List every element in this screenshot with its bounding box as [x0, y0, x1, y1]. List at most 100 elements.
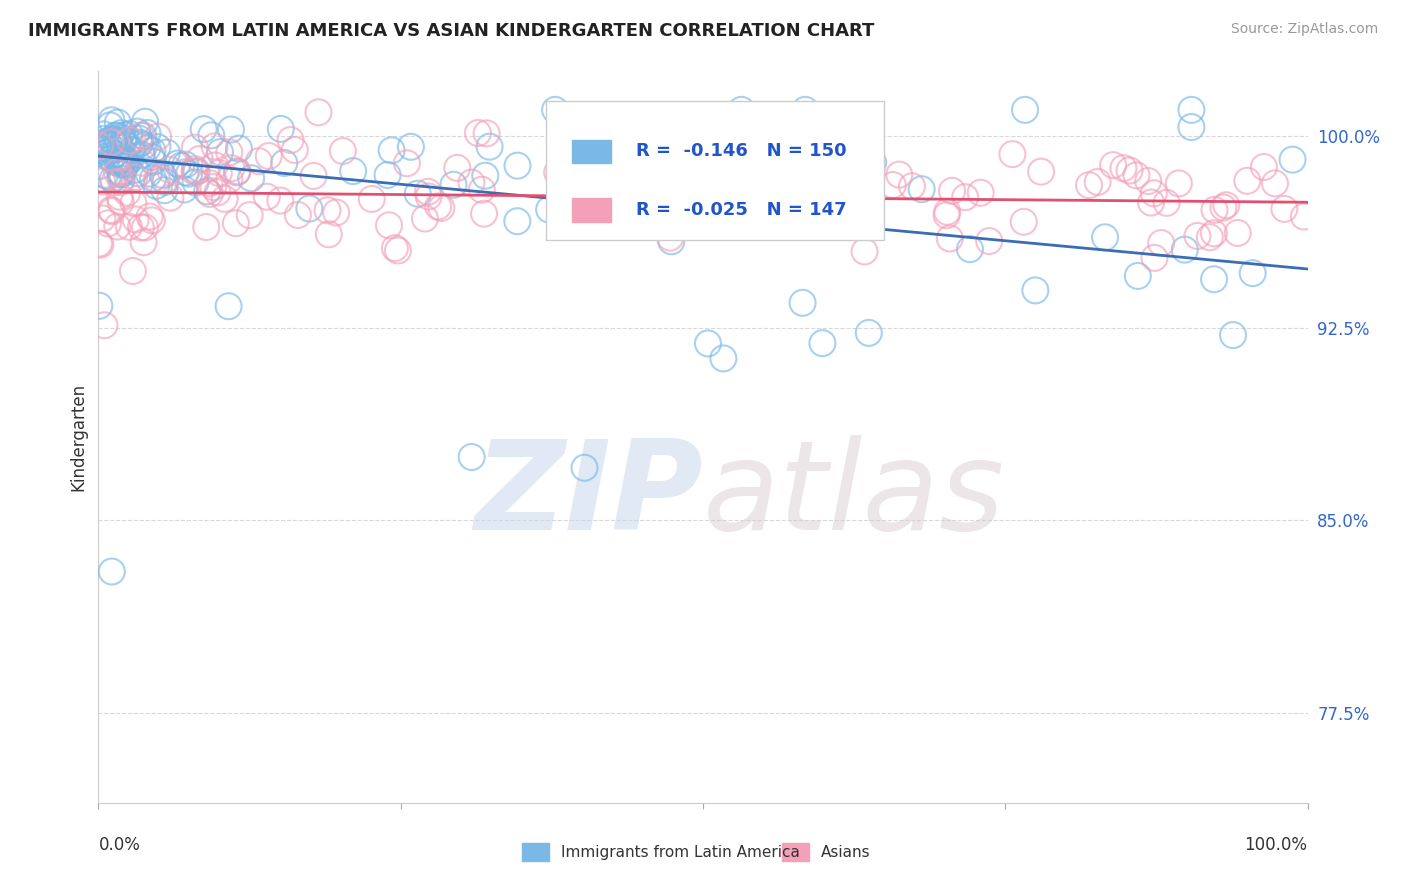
Point	[177, 167, 200, 181]
Point	[195, 220, 218, 235]
Point	[901, 179, 924, 194]
Point	[110, 175, 132, 189]
Point	[108, 190, 131, 204]
Point	[574, 169, 596, 183]
Point	[1174, 243, 1197, 257]
Point	[1014, 103, 1036, 117]
Bar	[782, 843, 808, 862]
Point	[793, 170, 815, 185]
Point	[785, 206, 807, 220]
Point	[110, 126, 132, 140]
Point	[153, 183, 176, 197]
Point	[221, 161, 243, 176]
Point	[122, 264, 145, 278]
Point	[782, 174, 804, 188]
Point	[460, 176, 482, 190]
Point	[100, 113, 122, 128]
Point	[1156, 195, 1178, 210]
Point	[413, 211, 436, 226]
Point	[146, 140, 169, 154]
Point	[87, 139, 110, 153]
Y-axis label: Kindergarten: Kindergarten	[69, 383, 87, 491]
Point	[97, 169, 120, 184]
Point	[94, 136, 117, 150]
Point	[101, 172, 124, 186]
Point	[155, 173, 177, 187]
Point	[395, 156, 418, 170]
Point	[214, 192, 236, 206]
FancyBboxPatch shape	[546, 101, 884, 240]
Point	[506, 159, 529, 173]
Point	[813, 145, 835, 160]
Point	[110, 165, 132, 179]
Point	[474, 169, 496, 183]
Point	[195, 184, 218, 198]
Point	[173, 182, 195, 196]
Point	[93, 128, 115, 142]
Point	[280, 133, 302, 147]
Point	[1222, 328, 1244, 343]
Point	[1125, 169, 1147, 183]
Text: R =  -0.146   N = 150: R = -0.146 N = 150	[637, 143, 848, 161]
Point	[110, 158, 132, 172]
Point	[730, 103, 752, 117]
Point	[941, 184, 963, 198]
Text: Asians: Asians	[821, 845, 870, 860]
Point	[1167, 177, 1189, 191]
Point	[94, 168, 117, 182]
Point	[794, 103, 817, 117]
Point	[841, 194, 863, 208]
Point	[200, 128, 222, 143]
Point	[665, 185, 688, 199]
Point	[183, 165, 205, 179]
Point	[828, 169, 851, 184]
Bar	[522, 843, 548, 862]
Point	[121, 143, 143, 157]
Point	[226, 164, 249, 178]
Point	[110, 152, 132, 166]
Point	[104, 128, 127, 143]
Point	[101, 204, 124, 219]
Point	[129, 136, 152, 150]
Point	[111, 156, 134, 170]
Point	[1272, 202, 1295, 216]
Point	[377, 168, 399, 182]
Point	[107, 155, 129, 169]
Point	[699, 218, 721, 232]
Point	[427, 200, 450, 214]
Point	[538, 202, 561, 217]
Point	[360, 192, 382, 206]
Point	[142, 171, 165, 186]
Point	[208, 166, 231, 180]
Point	[159, 191, 181, 205]
Point	[882, 178, 904, 192]
Point	[658, 136, 681, 151]
Point	[443, 178, 465, 192]
Point	[1102, 158, 1125, 172]
Point	[318, 227, 340, 242]
Point	[910, 182, 932, 196]
Point	[228, 142, 250, 156]
Point	[599, 199, 621, 213]
Point	[935, 208, 957, 222]
Point	[100, 202, 122, 217]
Point	[87, 236, 110, 251]
Point	[546, 165, 568, 179]
Point	[128, 166, 150, 180]
Point	[122, 195, 145, 210]
Point	[475, 127, 498, 141]
Point	[1253, 160, 1275, 174]
Point	[136, 141, 159, 155]
Point	[460, 450, 482, 464]
Point	[332, 144, 354, 158]
Point	[145, 178, 167, 193]
Point	[118, 219, 141, 234]
Point	[146, 129, 169, 144]
Point	[129, 220, 152, 235]
Point	[91, 174, 114, 188]
Point	[127, 125, 149, 139]
Point	[659, 230, 682, 244]
Point	[1087, 175, 1109, 189]
Point	[90, 137, 112, 152]
Text: Immigrants from Latin America: Immigrants from Latin America	[561, 845, 800, 860]
